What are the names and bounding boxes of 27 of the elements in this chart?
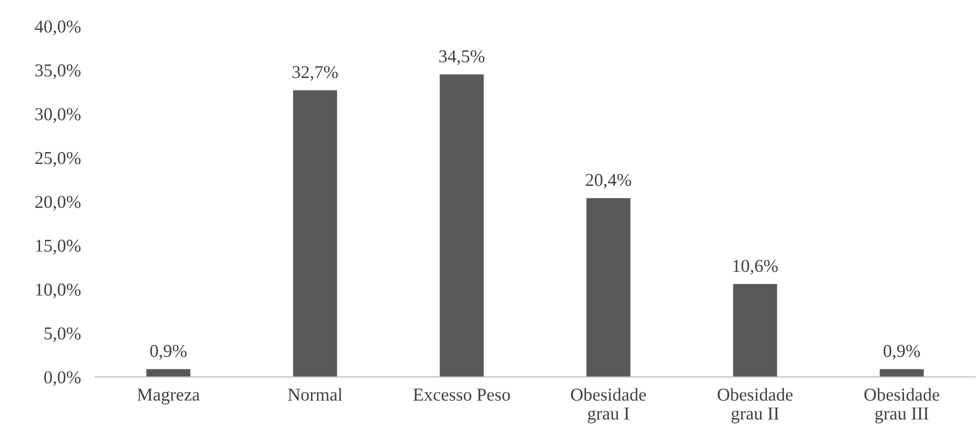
bar bbox=[440, 74, 484, 377]
x-tick-label: Obesidade grau III bbox=[864, 388, 940, 424]
y-tick-label: 30,0% bbox=[35, 108, 81, 123]
y-tick-label: 25,0% bbox=[35, 152, 81, 167]
bar bbox=[293, 90, 338, 377]
x-tick-label: Normal bbox=[288, 388, 342, 401]
x-tick-label: Magreza bbox=[137, 388, 200, 404]
y-tick-label: 15,0% bbox=[36, 240, 81, 254]
data-label: 32,7% bbox=[292, 66, 338, 81]
x-tick-label: Obesidade grau I bbox=[571, 388, 646, 424]
y-tick-label: 5,0% bbox=[44, 327, 81, 342]
data-label: 20,4% bbox=[586, 174, 632, 189]
x-tick-label: Obesidade grau II bbox=[718, 388, 793, 424]
bar bbox=[586, 198, 630, 377]
data-label: 10,6% bbox=[733, 260, 778, 275]
y-tick-label: 20,0% bbox=[35, 196, 81, 211]
bar bbox=[733, 284, 778, 377]
data-label: 34,5% bbox=[439, 50, 484, 66]
data-label: 0,9% bbox=[150, 344, 187, 360]
data-label: 0,9% bbox=[884, 344, 920, 360]
bar bbox=[880, 369, 924, 377]
bar bbox=[146, 369, 190, 377]
y-tick-label: 40,0% bbox=[34, 20, 81, 36]
x-tick-label: Excesso Peso bbox=[413, 388, 510, 401]
y-tick-label: 35,0% bbox=[35, 64, 81, 80]
y-tick-label: 10,0% bbox=[36, 284, 81, 298]
y-tick-label: 0,0% bbox=[44, 371, 81, 386]
